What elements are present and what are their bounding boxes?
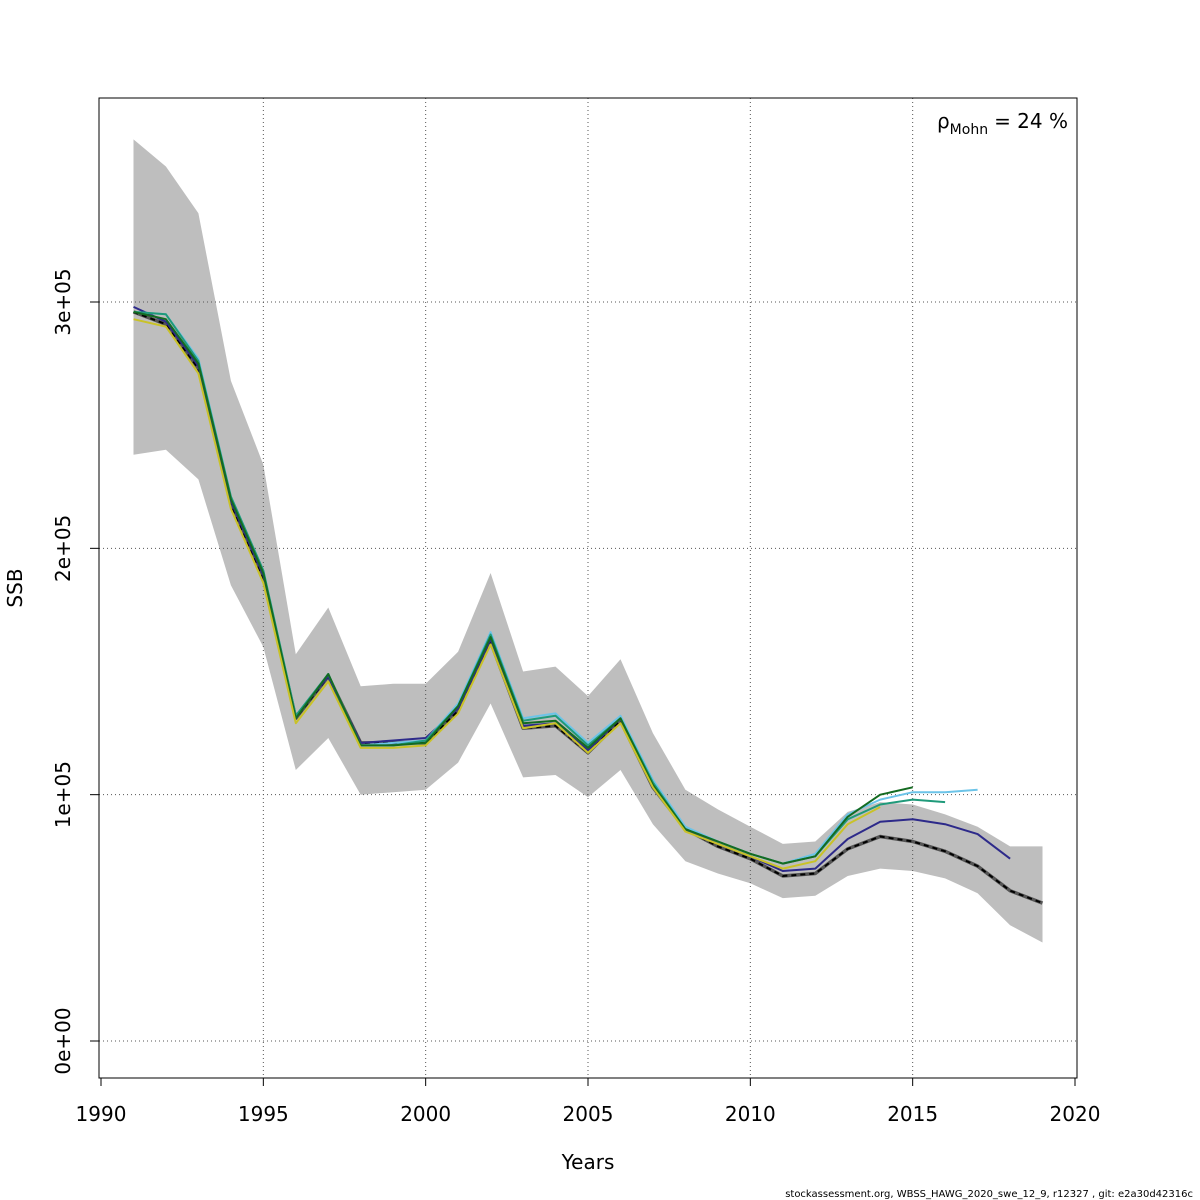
x-axis-title: Years <box>561 1150 615 1174</box>
x-tick-label-2020: 2020 <box>1050 1102 1101 1126</box>
x-tick-label-1990: 1990 <box>76 1102 127 1126</box>
rho-symbol: ρ <box>937 109 950 133</box>
y-axis: 0e+00 1e+05 2e+05 3e+05 <box>51 268 100 1075</box>
grid-layer <box>99 98 1077 1078</box>
mohn-rho-annotation: ρMohn = 24 % <box>937 109 1068 138</box>
y-tick-label-0: 0e+00 <box>51 1007 75 1074</box>
y-tick-label-200000: 2e+05 <box>51 515 75 582</box>
x-tick-label-1995: 1995 <box>238 1102 289 1126</box>
rho-subscript: Mohn <box>950 122 988 138</box>
x-tick-label-2000: 2000 <box>400 1102 451 1126</box>
y-tick-label-300000: 3e+05 <box>51 268 75 335</box>
x-tick-label-2005: 2005 <box>563 1102 614 1126</box>
x-axis: 1990 1995 2000 2005 2010 2015 2020 <box>76 1077 1101 1126</box>
credit-text: stockassessment.org, WBSS_HAWG_2020_swe_… <box>785 1189 1193 1200</box>
x-tick-label-2010: 2010 <box>725 1102 776 1126</box>
rho-value: = 24 % <box>994 109 1068 133</box>
y-tick-label-100000: 1e+05 <box>51 761 75 828</box>
series-5-line <box>133 318 881 870</box>
x-tick-label-2015: 2015 <box>887 1102 938 1126</box>
series-4-line <box>133 310 913 865</box>
y-axis-title: SSB <box>3 568 27 607</box>
series-layer <box>132 305 1044 905</box>
